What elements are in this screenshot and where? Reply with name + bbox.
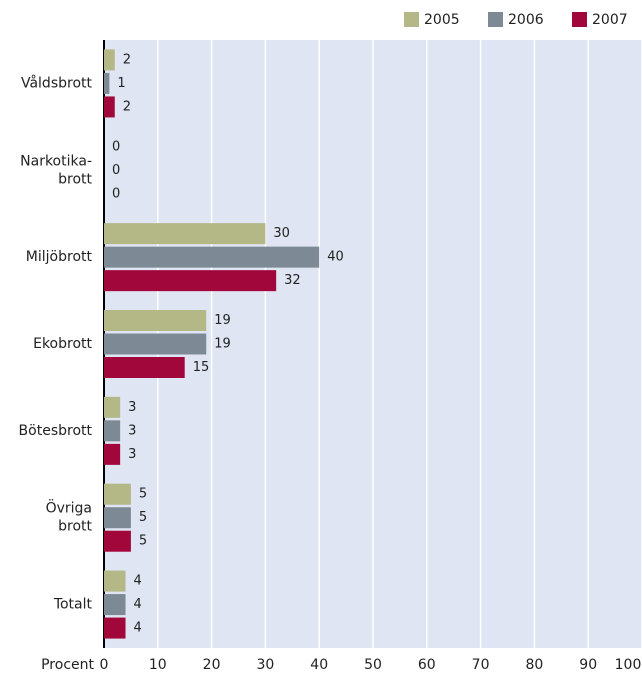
- value-label: 1: [117, 76, 125, 91]
- value-label: 5: [139, 487, 147, 502]
- value-label: 32: [284, 273, 301, 288]
- bar: [104, 72, 110, 94]
- value-label: 2: [123, 99, 131, 114]
- legend-swatch: [488, 12, 503, 27]
- bar: [104, 357, 185, 378]
- bar: [104, 570, 126, 592]
- legend-label: 2007: [592, 12, 628, 28]
- value-label: 40: [327, 250, 344, 265]
- bar: [104, 420, 121, 442]
- bar: [104, 507, 131, 529]
- value-label: 15: [193, 360, 210, 375]
- value-label: 19: [214, 313, 231, 328]
- x-tick-label: 40: [310, 657, 328, 673]
- value-label: 3: [128, 447, 136, 462]
- x-axis-label: Procent: [41, 657, 94, 673]
- bar: [104, 96, 115, 118]
- y-tick-label: Totalt: [53, 597, 93, 613]
- x-tick-label: 0: [100, 657, 109, 673]
- bar: [104, 333, 207, 355]
- x-tick-label: 30: [256, 657, 274, 673]
- bar: [104, 617, 126, 639]
- value-label: 0: [112, 186, 120, 201]
- value-label: 2: [123, 52, 131, 67]
- legend-label: 2006: [508, 12, 544, 28]
- x-tick-label: 80: [525, 657, 543, 673]
- y-tick-label: Miljöbrott: [26, 249, 93, 265]
- x-tick-label: 60: [418, 657, 436, 673]
- legend-swatch: [404, 12, 419, 27]
- y-tick-label: Våldsbrott: [21, 74, 93, 91]
- legend-label: 2005: [424, 12, 460, 28]
- bar: [104, 223, 266, 245]
- y-tick-label: Övriga brott: [46, 499, 93, 535]
- value-label: 3: [128, 400, 136, 415]
- bar: [104, 594, 126, 616]
- x-tick-label: 20: [203, 657, 221, 673]
- x-tick-label: 70: [472, 657, 490, 673]
- value-label: 5: [139, 510, 147, 525]
- bar: [104, 49, 115, 71]
- value-label: 5: [139, 534, 147, 549]
- bar: [104, 483, 131, 505]
- value-label: 4: [134, 621, 142, 636]
- bar: [104, 530, 131, 552]
- y-tick-label: Narkotika-brott: [20, 153, 92, 187]
- x-tick-label: 100: [615, 657, 642, 673]
- x-tick-label: 50: [364, 657, 382, 673]
- value-label: 30: [273, 226, 290, 241]
- value-label: 4: [134, 597, 142, 612]
- value-label: 19: [214, 337, 231, 352]
- value-label: 3: [128, 423, 136, 438]
- y-tick-label: Bötesbrott: [19, 423, 93, 439]
- bar: [104, 270, 277, 292]
- x-tick-label: 90: [579, 657, 597, 673]
- bar: [104, 396, 121, 418]
- legend-swatch: [572, 12, 587, 27]
- y-tick-label: Ekobrott: [33, 336, 92, 352]
- value-label: 0: [112, 163, 120, 178]
- bar: [104, 246, 320, 268]
- bar: [104, 443, 121, 465]
- value-label: 0: [112, 139, 120, 154]
- x-tick-label: 10: [149, 657, 167, 673]
- value-label: 4: [134, 574, 142, 589]
- bar: [104, 310, 207, 331]
